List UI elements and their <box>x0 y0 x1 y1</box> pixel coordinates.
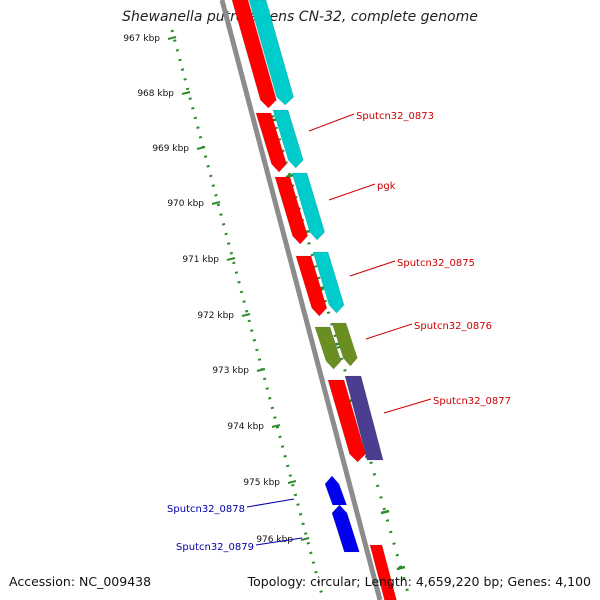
ruler-tick <box>211 201 221 205</box>
label-leader-line <box>365 323 413 340</box>
label-leader-line <box>308 113 355 132</box>
genome-summary: Topology: circular; Length: 4,659,220 bp… <box>247 574 591 589</box>
gene-label[interactable]: Sputcn32_0877 <box>433 396 511 407</box>
gene-feature <box>324 475 348 506</box>
map-title: Shewanella putrefaciens CN-32, complete … <box>122 9 478 25</box>
gene-label[interactable]: Sputcn32_0878 <box>167 504 245 515</box>
gene-feature <box>255 112 287 173</box>
features <box>231 0 397 600</box>
gene-feature <box>312 251 345 314</box>
gene-feature <box>295 255 328 317</box>
ruler-tick <box>256 368 266 372</box>
ruler-tick-label: 967 kbp <box>123 34 160 44</box>
gene-label[interactable]: Sputcn32_0875 <box>397 258 475 269</box>
gene-label[interactable]: pgk <box>377 181 396 192</box>
gene-feature <box>331 322 358 367</box>
label-leader-line <box>383 398 432 414</box>
ruler-tick <box>271 424 281 428</box>
ruler-tick-label: 970 kbp <box>167 199 204 209</box>
gene-feature <box>327 379 366 463</box>
gene-feature <box>314 326 342 370</box>
gene-label[interactable]: Sputcn32_0876 <box>414 321 492 332</box>
gene-feature <box>272 109 304 169</box>
ruler-tick-label: 969 kbp <box>152 144 189 154</box>
outer-tick <box>285 173 295 179</box>
accession-text: Accession: NC_009438 <box>9 574 152 589</box>
label-leader-line <box>255 537 303 546</box>
ruler-tick <box>167 36 177 40</box>
gene-feature <box>344 375 384 461</box>
gene-label[interactable]: Sputcn32_0873 <box>356 111 434 122</box>
label-leader-line <box>328 183 376 201</box>
ruler-tick-label: 972 kbp <box>197 311 234 321</box>
backbone <box>219 0 383 600</box>
ruler-tick-label: 976 kbp <box>256 535 293 545</box>
gene-feature <box>248 0 294 106</box>
ruler-tick-label: 973 kbp <box>212 366 249 376</box>
ruler-tick-label: 968 kbp <box>137 89 174 99</box>
label-leader-line <box>246 498 295 508</box>
ruler-tick-label: 971 kbp <box>182 255 219 265</box>
ruler-tick <box>300 537 310 541</box>
outer-tick <box>380 509 390 515</box>
gene-feature <box>231 0 277 109</box>
ruler-tick-label: 975 kbp <box>243 478 280 488</box>
gene-feature <box>291 172 325 241</box>
ruler-tick-label: 974 kbp <box>227 422 264 432</box>
ruler-tick <box>196 146 206 150</box>
gene-feature <box>369 544 397 600</box>
ruler-tick <box>181 91 191 95</box>
gene-label[interactable]: Sputcn32_0879 <box>176 542 254 553</box>
outer-tick <box>396 565 406 571</box>
ruler-tick <box>241 313 251 317</box>
gene-feature <box>331 504 360 553</box>
label-leader-line <box>349 260 396 277</box>
ruler-tick <box>287 480 297 484</box>
ruler-tick <box>226 257 236 261</box>
gene-feature <box>274 176 308 245</box>
